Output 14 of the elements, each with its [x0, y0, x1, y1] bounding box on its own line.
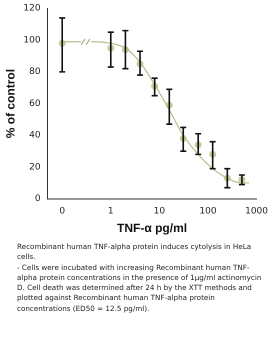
y-tick-label: 20 [29, 162, 41, 172]
y-tick-label: 40 [29, 130, 41, 141]
y-tick-label: 100 [23, 35, 41, 46]
y-tick-label: 0 [34, 194, 41, 204]
x-tick-label: 1 [108, 206, 114, 217]
y-axis-title: % of control [4, 68, 18, 138]
y-tick-label: 60 [29, 98, 41, 109]
x-tick-label: 10 [154, 206, 166, 217]
y-tick-label: 80 [29, 67, 41, 78]
x-tick-label: 1000 [245, 206, 268, 217]
x-tick-label: 100 [199, 206, 217, 217]
x-tick-label: 0 [59, 206, 66, 217]
x-axis-title: TNF-α pg/ml [117, 221, 188, 236]
y-tick-label: 120 [23, 4, 41, 14]
